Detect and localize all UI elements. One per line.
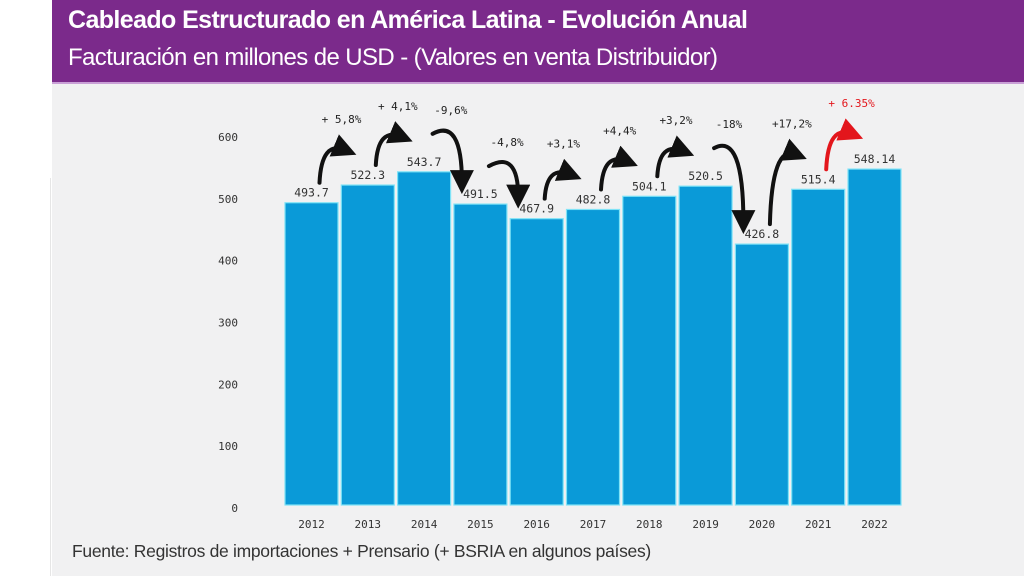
x-tick-label: 2019 xyxy=(692,518,719,531)
y-tick-label: 100 xyxy=(218,440,238,453)
change-arrow xyxy=(430,128,474,195)
bar-value-label: 515.4 xyxy=(801,172,836,186)
y-tick-label: 300 xyxy=(218,317,238,330)
left-panel xyxy=(0,178,51,576)
x-tick-label: 2015 xyxy=(467,518,494,531)
bar xyxy=(565,208,621,506)
bar xyxy=(734,243,790,506)
change-label: -18% xyxy=(716,118,743,131)
bar xyxy=(847,168,902,506)
change-arrow xyxy=(317,134,357,185)
change-arrow xyxy=(373,121,413,168)
change-arrow xyxy=(767,138,807,227)
bar-value-label: 522.3 xyxy=(350,168,385,182)
chart-header: Cableado Estructurado en América Latina … xyxy=(52,0,1024,84)
y-axis: 0 100 200 300 400 500 600 xyxy=(218,131,238,515)
x-tick-label: 2013 xyxy=(355,518,382,531)
y-tick-label: 200 xyxy=(218,378,238,391)
bar-value-label: 426.8 xyxy=(745,227,780,241)
bar xyxy=(622,195,677,506)
chart-title: Cableado Estructurado en América Latina … xyxy=(68,6,748,34)
chart-subtitle: Facturación en millones de USD - (Valore… xyxy=(68,44,718,71)
bar xyxy=(340,184,395,506)
bar xyxy=(678,185,733,506)
change-label: -9,6% xyxy=(434,104,467,117)
x-tick-label: 2016 xyxy=(523,518,550,531)
bar xyxy=(791,188,846,506)
bar xyxy=(284,202,339,506)
bar xyxy=(453,203,508,506)
x-tick-label: 2021 xyxy=(805,518,832,531)
change-label: +4,4% xyxy=(603,124,636,137)
x-tick-label: 2012 xyxy=(298,518,325,531)
change-label: +3,1% xyxy=(547,137,580,150)
y-tick-label: 0 xyxy=(231,502,238,515)
x-tick-label: 2017 xyxy=(580,518,607,531)
x-axis: 2012 2013 2014 2015 2016 2017 2018 2019 2020 2021… xyxy=(298,518,888,531)
source-note: Fuente: Registros de importaciones + Pre… xyxy=(72,541,651,561)
bar-value-label: 548.14 xyxy=(854,152,896,166)
change-arrow xyxy=(486,160,531,209)
bar-value-label: 493.7 xyxy=(294,186,329,200)
change-arrow xyxy=(712,143,756,235)
bar xyxy=(509,218,564,506)
change-arrows: + 5,8% + 4,1% -9,6% -4,8% +3,1% +4,4% +3,2% -18… xyxy=(317,97,875,235)
x-tick-label: 2018 xyxy=(636,518,663,531)
y-tick-label: 500 xyxy=(218,193,238,206)
change-arrow xyxy=(542,158,582,201)
bar-value-label: 491.5 xyxy=(463,187,498,201)
bar-value-label: 467.9 xyxy=(519,202,554,216)
x-tick-label: 2020 xyxy=(749,518,776,531)
bar-value-label: 543.7 xyxy=(407,155,442,169)
highlight-arrow xyxy=(824,118,864,172)
y-tick-label: 600 xyxy=(218,131,238,144)
x-tick-label: 2022 xyxy=(861,518,888,531)
bars-group: 493.7 522.3 543.7 491.5 467.9 482.8 504.1 520.5… xyxy=(284,152,902,506)
change-arrow xyxy=(599,145,638,192)
bar-value-label: 520.5 xyxy=(688,169,723,183)
bar xyxy=(397,171,452,506)
change-label: +3,2% xyxy=(659,114,692,127)
change-label: + 6.35% xyxy=(828,97,875,110)
y-tick-label: 400 xyxy=(218,255,238,268)
change-label: -4,8% xyxy=(491,136,524,149)
change-label: + 4,1% xyxy=(378,100,418,113)
bar-value-label: 482.8 xyxy=(576,192,611,206)
change-arrow xyxy=(655,135,695,179)
bar-value-label: 504.1 xyxy=(632,179,667,193)
change-label: + 5,8% xyxy=(322,113,362,126)
change-label: +17,2% xyxy=(772,117,812,130)
x-tick-label: 2014 xyxy=(411,518,438,531)
